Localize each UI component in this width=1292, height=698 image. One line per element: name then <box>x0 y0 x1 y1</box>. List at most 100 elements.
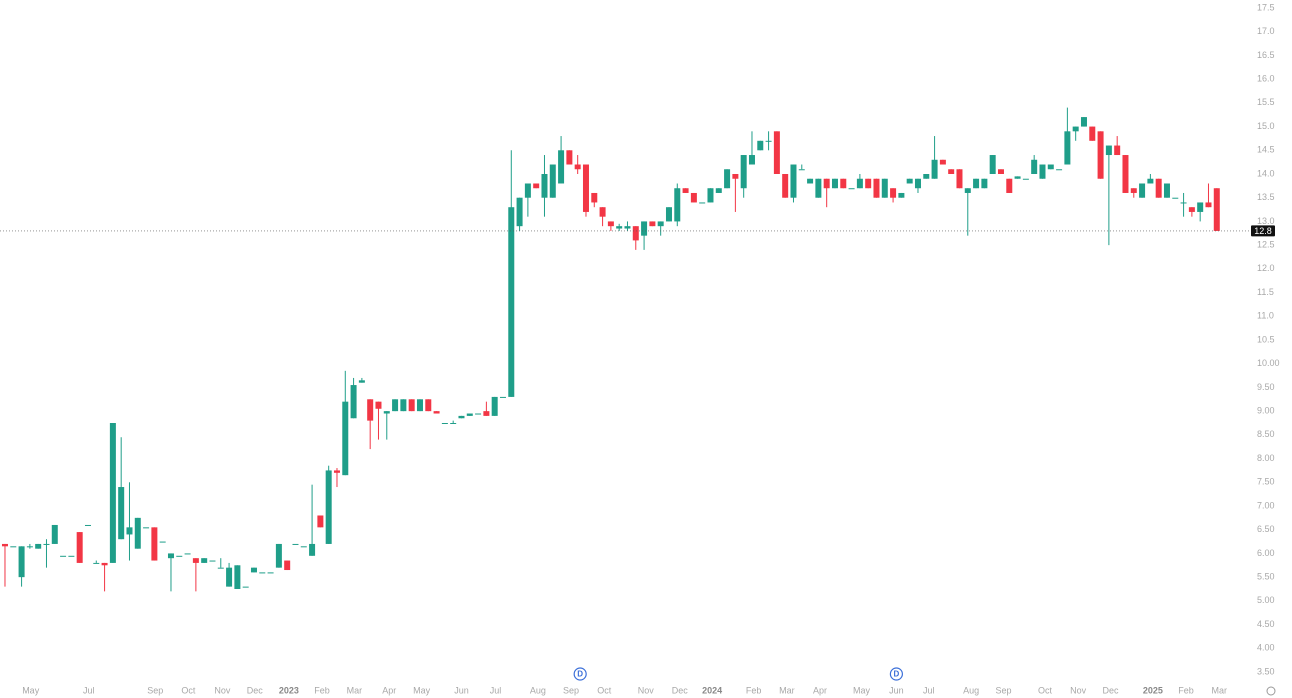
x-tick-label: 2024 <box>702 685 722 695</box>
candle-body <box>931 159 938 179</box>
candle-body <box>665 207 672 222</box>
candle-body <box>1089 126 1096 141</box>
candle-body <box>740 155 747 189</box>
candle-body <box>1163 183 1170 198</box>
candle-body <box>823 178 830 189</box>
x-tick-label: Mar <box>347 685 363 695</box>
candle-body <box>782 174 789 198</box>
event-label: D <box>577 670 583 679</box>
candle-body <box>699 202 706 204</box>
x-tick-label: Feb <box>1178 685 1194 695</box>
y-tick-label: 6.00 <box>1257 548 1275 558</box>
y-tick-label: 16.5 <box>1257 50 1275 60</box>
x-tick-label: Nov <box>214 685 231 695</box>
y-tick-label: 17.5 <box>1257 2 1275 12</box>
candle-body <box>342 401 349 476</box>
x-tick-label: May <box>22 685 40 695</box>
candle-body <box>649 221 656 227</box>
x-tick-label: Jun <box>889 685 904 695</box>
candle-body <box>956 169 963 189</box>
event-marker <box>573 667 587 681</box>
candle-body <box>524 183 531 198</box>
y-tick-label: 10.5 <box>1257 334 1275 344</box>
candle-body <box>831 178 838 189</box>
candle-body <box>333 470 340 473</box>
candle-body <box>400 399 407 412</box>
candle-body <box>682 188 689 193</box>
candle-body <box>317 515 324 528</box>
candle-body <box>964 188 971 193</box>
candle-body <box>923 174 930 179</box>
candle-body <box>483 411 490 416</box>
candle-body <box>616 226 623 229</box>
y-tick-label: 5.50 <box>1257 572 1275 582</box>
y-tick-label: 7.50 <box>1257 477 1275 487</box>
y-tick-label: 16.0 <box>1257 74 1275 84</box>
candle-body <box>1097 131 1104 179</box>
x-tick-label: Mar <box>779 685 795 695</box>
x-tick-label: May <box>413 685 431 695</box>
candle-body <box>466 413 473 416</box>
candle-body <box>1188 207 1195 212</box>
y-tick-label: 3.50 <box>1257 666 1275 676</box>
candle-body <box>275 543 282 568</box>
candle-body <box>566 150 573 165</box>
x-tick-label: Jul <box>490 685 502 695</box>
candle-body <box>325 470 332 544</box>
y-tick-label: 13.5 <box>1257 192 1275 202</box>
candle-body <box>558 150 565 184</box>
x-tick-label: Aug <box>963 685 979 695</box>
candle-body <box>475 413 482 415</box>
candle-body <box>109 423 116 563</box>
candle-body <box>591 192 598 203</box>
candle-body <box>1056 169 1063 171</box>
candle-body <box>939 159 946 165</box>
candle-body <box>865 178 872 189</box>
candle-body <box>807 178 814 184</box>
x-tick-label: Apr <box>382 685 396 695</box>
x-tick-label: Sep <box>995 685 1011 695</box>
x-tick-label: Nov <box>638 685 655 695</box>
x-tick-label: Sep <box>563 685 579 695</box>
candle-body <box>1122 155 1129 193</box>
candle-body <box>93 562 100 564</box>
candle-body <box>499 396 506 398</box>
y-tick-label: 17.0 <box>1257 26 1275 36</box>
candle-body <box>1047 164 1054 170</box>
candle-body <box>143 527 150 529</box>
candle-body <box>101 562 108 566</box>
candle-body <box>167 553 174 559</box>
candle-body <box>242 586 249 588</box>
candle-body <box>151 527 158 561</box>
candle-body <box>607 221 614 227</box>
candle-body <box>948 169 955 174</box>
candle-body <box>1080 117 1087 127</box>
x-tick-label: Mar <box>1212 685 1228 695</box>
candle-body <box>508 207 515 397</box>
y-tick-label: 10.00 <box>1257 358 1280 368</box>
candle-body <box>881 178 888 198</box>
candle-body <box>416 399 423 412</box>
candle-body <box>1197 202 1204 212</box>
candle-body <box>1014 176 1021 179</box>
y-tick-label: 4.50 <box>1257 619 1275 629</box>
candle-body <box>1139 183 1146 198</box>
candle-body <box>1213 188 1220 231</box>
candle-body <box>367 399 374 421</box>
candle-body <box>433 411 440 414</box>
candle-body <box>35 543 42 549</box>
candle-body <box>1180 202 1187 204</box>
y-tick-label: 11.5 <box>1257 287 1274 297</box>
candle-body <box>441 423 448 424</box>
candle-body <box>856 178 863 189</box>
x-tick-label: Dec <box>672 685 689 695</box>
candle-body <box>1 543 8 547</box>
candle-body <box>715 188 722 193</box>
candle-body <box>707 188 714 203</box>
settings-icon[interactable] <box>1266 686 1276 696</box>
candle-body <box>624 226 631 229</box>
candle-body <box>1130 188 1137 193</box>
candle-body <box>292 543 299 545</box>
candle-body <box>1172 197 1179 199</box>
